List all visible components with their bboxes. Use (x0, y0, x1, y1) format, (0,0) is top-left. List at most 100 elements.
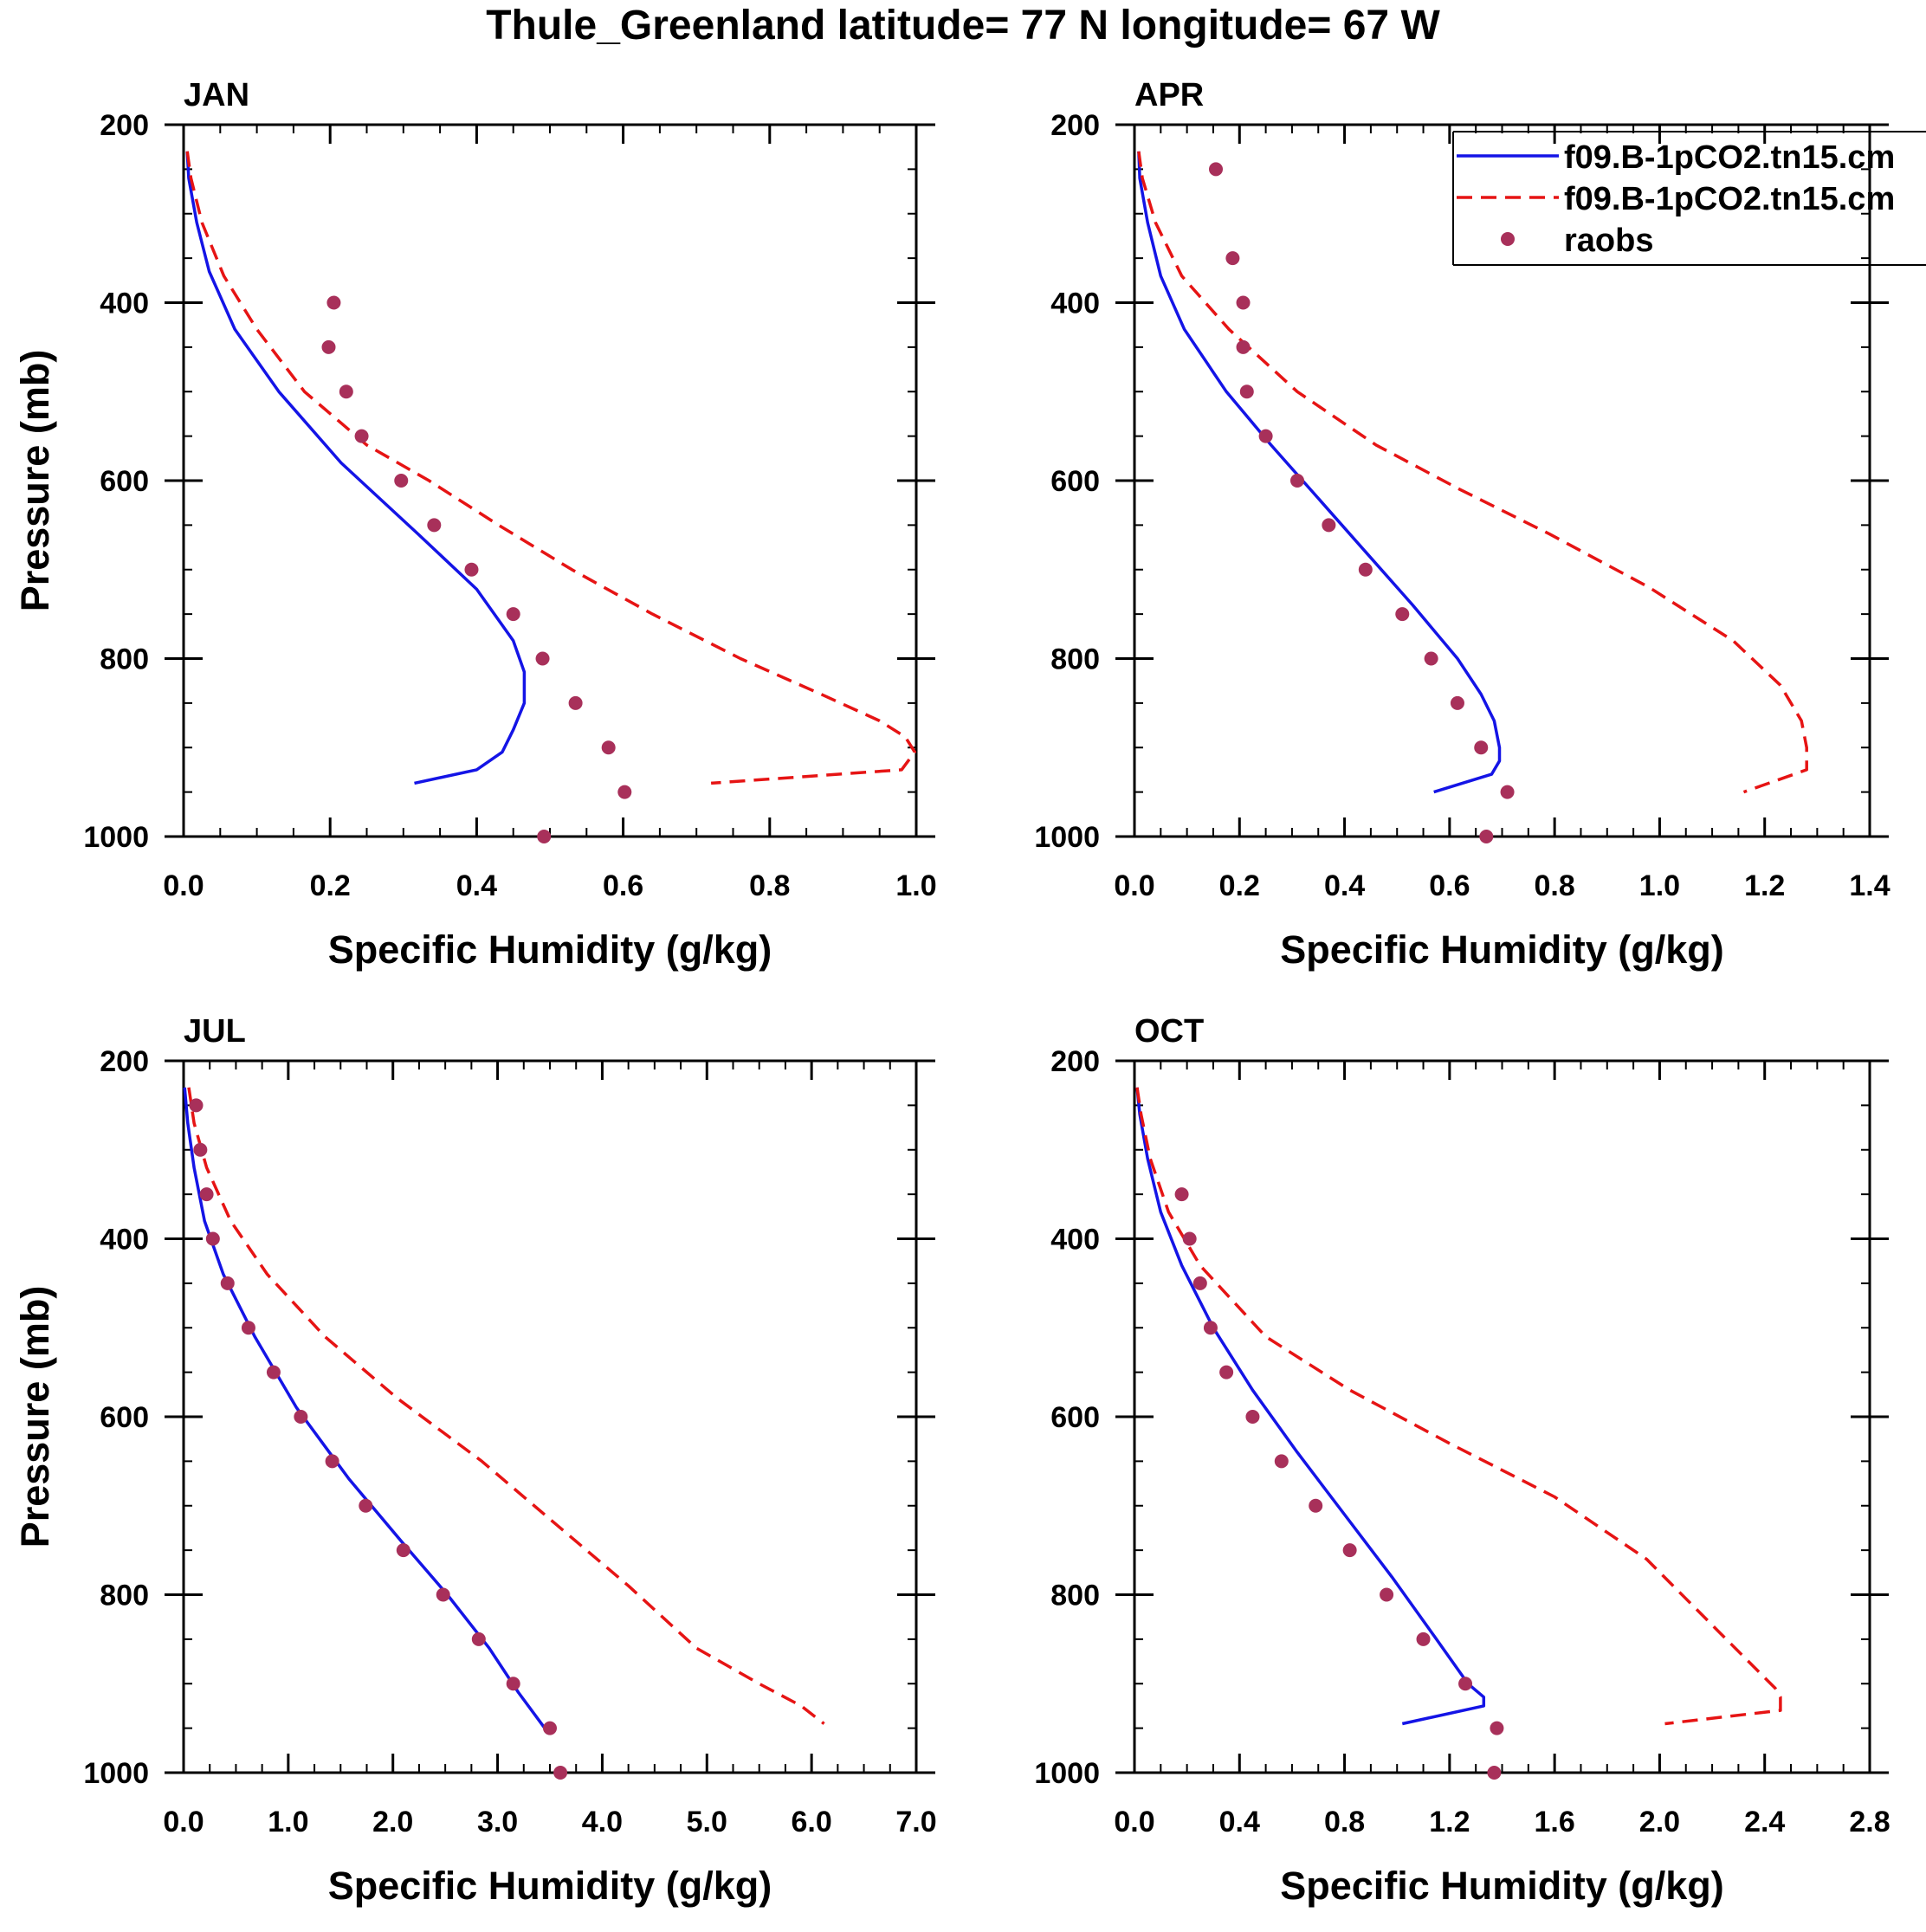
y-tick-label: 400 (100, 1224, 149, 1257)
panel-oct: 0.0 0.4 0.8 1.2 1.6 2.0 2.4 2.8 200 400 600 800 1000… (1034, 1013, 1890, 1908)
raobs-point (464, 562, 479, 577)
raobs-point (189, 1098, 204, 1113)
x-tick-label: 0.8 (1535, 869, 1575, 902)
raobs-point (1458, 1677, 1473, 1691)
raobs-point (1358, 562, 1373, 577)
raobs-point (241, 1321, 255, 1335)
raobs-point (1450, 695, 1464, 710)
raobs-point (537, 830, 552, 843)
raobs-markers (189, 1098, 568, 1780)
raobs-point (1479, 830, 1494, 843)
panel-apr: 0.0 0.2 0.4 0.6 0.8 1.0 1.2 1.4 200 400 600 800 1000… (1034, 77, 1890, 972)
raobs-point (339, 384, 353, 399)
raobs-point (1309, 1498, 1323, 1513)
series-dashed-line (1137, 151, 1808, 794)
raobs-point (471, 1632, 486, 1646)
panel-jan: 0.0 0.2 0.4 0.6 0.8 1.0 200 400 600 800 1000 JAN Spe… (13, 77, 937, 972)
raobs-point (436, 1587, 450, 1602)
legend-entry-label: f09.B-1pCO2.tn15.cm (1564, 181, 1895, 217)
x-tick-label: 4.0 (582, 1806, 623, 1838)
panel-title: OCT (1134, 1013, 1204, 1050)
x-tick-label: 7.0 (895, 1806, 936, 1838)
panel-title: JUL (184, 1013, 246, 1050)
x-tick-label: 2.0 (372, 1806, 413, 1838)
x-tick-label: 0.0 (1114, 1806, 1154, 1838)
raobs-point (1203, 1321, 1218, 1335)
legend-entry-label: f09.B-1pCO2.tn15.cm (1564, 139, 1895, 176)
raobs-point (1380, 1587, 1394, 1602)
raobs-point (553, 1766, 568, 1780)
series-solid-line (185, 151, 527, 785)
x-tick-label: 1.0 (895, 869, 936, 902)
raobs-point (568, 695, 583, 710)
y-tick-label: 200 (100, 109, 149, 142)
raobs-point (1174, 1187, 1189, 1202)
x-tick-label: 0.0 (163, 869, 204, 902)
y-axis-label: Pressure (mb) (13, 1286, 57, 1548)
x-tick-label: 0.8 (1324, 1806, 1365, 1838)
raobs-point (1289, 474, 1304, 488)
x-tick-label: 2.8 (1849, 1806, 1890, 1838)
y-tick-label: 1000 (83, 821, 149, 854)
raobs-point (506, 607, 520, 622)
raobs-point (1322, 518, 1336, 533)
y-tick-label: 200 (1050, 1045, 1100, 1078)
x-tick-label: 0.4 (1219, 1806, 1260, 1838)
raobs-point (1192, 1276, 1207, 1290)
plot-frame (1133, 1059, 1871, 1774)
raobs-point (325, 1454, 339, 1469)
y-tick-label: 600 (1050, 465, 1100, 498)
plot-frame (1133, 123, 1871, 838)
x-tick-label: 0.6 (603, 869, 643, 902)
series-solid-line (183, 1087, 546, 1729)
raobs-point (1474, 740, 1489, 755)
raobs-point (1258, 429, 1273, 443)
legend-swatch-marker (1501, 232, 1515, 246)
x-axis-label: Specific Humidity (g/kg) (1280, 927, 1724, 972)
x-tick-label: 1.0 (1639, 869, 1680, 902)
raobs-point (354, 429, 369, 443)
raobs-markers (1174, 1187, 1504, 1780)
x-tick-label: 2.0 (1639, 1806, 1680, 1838)
y-axis-label: Pressure (mb) (13, 350, 57, 612)
raobs-point (1490, 1721, 1504, 1735)
raobs-point (1245, 1410, 1260, 1424)
raobs-point (1395, 607, 1410, 622)
series-solid-line (1135, 1087, 1486, 1726)
x-tick-label: 0.4 (1324, 869, 1365, 902)
legend: f09.B-1pCO2.tn15.cm f09.B-1pCO2.tn15.cm ra… (1452, 131, 1926, 266)
x-tick-label: 0.0 (163, 1806, 204, 1838)
raobs-point (427, 518, 442, 533)
x-axis-label: Specific Humidity (g/kg) (328, 927, 772, 972)
x-tick-label: 6.0 (792, 1806, 832, 1838)
series-solid-line (1137, 151, 1502, 794)
raobs-point (1182, 1231, 1197, 1246)
raobs-point (1219, 1365, 1234, 1380)
raobs-point (359, 1498, 373, 1513)
panel-title: APR (1134, 77, 1204, 113)
x-tick-label: 0.2 (1219, 869, 1260, 902)
raobs-point (220, 1276, 235, 1290)
x-tick-label: 0.0 (1114, 869, 1154, 902)
legend-entry-label: raobs (1564, 223, 1653, 259)
x-axis-label: Specific Humidity (g/kg) (328, 1864, 772, 1908)
raobs-point (1236, 295, 1251, 310)
y-tick-label: 1000 (1034, 821, 1100, 854)
y-tick-label: 200 (100, 1045, 149, 1078)
x-tick-label: 1.2 (1744, 869, 1785, 902)
plot-frame (182, 123, 918, 838)
raobs-point (1274, 1454, 1289, 1469)
y-tick-label: 600 (100, 1401, 149, 1434)
raobs-point (193, 1142, 208, 1157)
raobs-point (396, 1543, 410, 1558)
x-tick-label: 2.4 (1744, 1806, 1785, 1838)
raobs-point (1239, 384, 1254, 399)
x-tick-label: 0.8 (749, 869, 790, 902)
x-tick-label: 0.4 (456, 869, 497, 902)
raobs-point (1424, 651, 1438, 666)
raobs-markers (321, 295, 632, 843)
x-tick-label: 1.2 (1429, 1806, 1470, 1838)
x-tick-label: 1.6 (1535, 1806, 1575, 1838)
raobs-point (1236, 339, 1251, 354)
